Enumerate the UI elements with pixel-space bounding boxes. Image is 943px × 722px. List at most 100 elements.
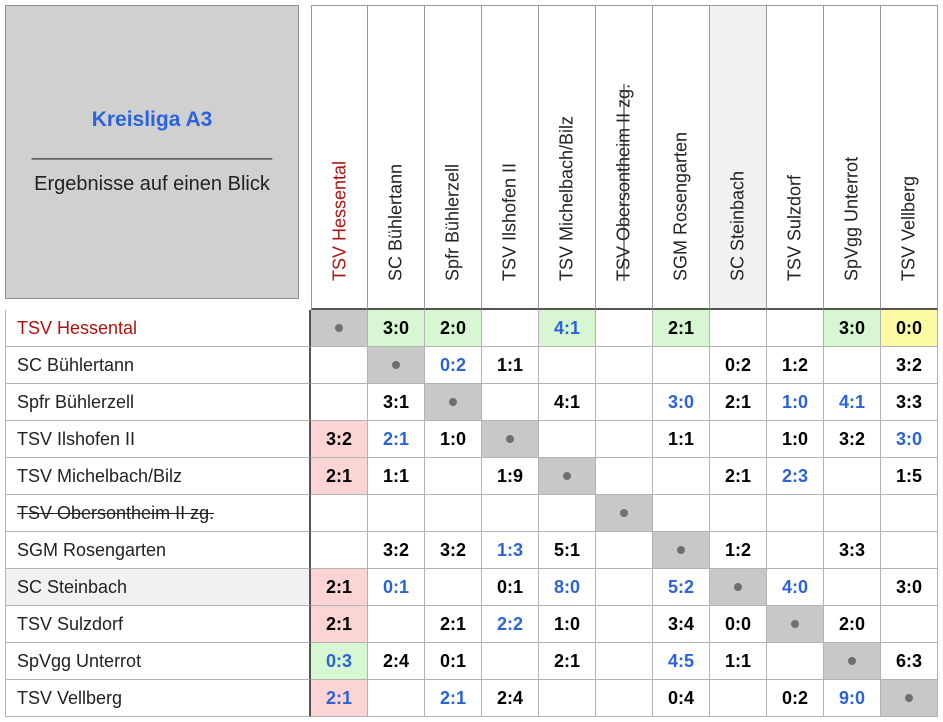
match-score: 2:1 [667, 317, 694, 338]
match-score: 1:1 [724, 650, 751, 671]
result-cell [596, 569, 653, 606]
match-score: 2:1 [325, 613, 352, 634]
match-score: 2:1 [325, 465, 352, 486]
match-score: 0:3 [325, 650, 352, 671]
result-cell: 1:3 [482, 532, 539, 569]
league-title: Kreisliga A3 [91, 108, 213, 131]
result-cell [311, 495, 368, 532]
column-header-label: SpVgg Unterrot [841, 156, 862, 281]
diagonal-dot-icon [620, 509, 628, 517]
result-cell: 1:2 [767, 347, 824, 384]
result-cell: 3:0 [653, 384, 710, 421]
match-score: 2:1 [325, 687, 352, 708]
match-score: 2:3 [781, 465, 808, 486]
match-score: 0:2 [439, 354, 466, 375]
diagonal-dot-icon [734, 583, 742, 591]
result-cell [596, 643, 653, 680]
row-header-tsv-sulzdorf: TSV Sulzdorf [5, 606, 311, 643]
result-cell [881, 606, 938, 643]
league-title-box: Kreisliga A3 ________________________ Er… [5, 5, 299, 299]
diagonal-dot-icon [335, 324, 343, 332]
diagonal-cell [482, 421, 539, 458]
column-header-tsv-hessental: TSV Hessental [311, 5, 368, 310]
result-cell [596, 421, 653, 458]
match-score: 0:0 [895, 317, 922, 338]
result-cell: 3:3 [824, 532, 881, 569]
match-score: 1:1 [382, 465, 409, 486]
match-score: 1:0 [781, 428, 808, 449]
column-header-label: SC Steinbach [727, 170, 748, 281]
row-header-tsv-obersontheim-ii-zg: TSV Obersontheim II zg. [5, 495, 311, 532]
diagonal-cell [311, 310, 368, 347]
diagonal-cell [881, 680, 938, 717]
result-cell: 2:3 [767, 458, 824, 495]
match-score: 9:0 [838, 687, 865, 708]
match-score: 1:0 [553, 613, 580, 634]
match-score: 4:1 [553, 317, 580, 338]
result-cell [653, 347, 710, 384]
result-cell [653, 495, 710, 532]
result-cell: 0:2 [710, 347, 767, 384]
result-cell [425, 495, 482, 532]
result-cell [368, 495, 425, 532]
match-score: 1:2 [724, 539, 751, 560]
diagonal-cell [596, 495, 653, 532]
result-cell [596, 310, 653, 347]
result-cell: 6:3 [881, 643, 938, 680]
result-cell [824, 569, 881, 606]
diagonal-dot-icon [905, 694, 913, 702]
match-score: 1:1 [496, 354, 523, 375]
result-cell: 1:2 [710, 532, 767, 569]
result-cell: 3:2 [368, 532, 425, 569]
result-cell [482, 495, 539, 532]
result-cell [482, 384, 539, 421]
match-score: 3:4 [667, 613, 694, 634]
result-cell: 1:1 [653, 421, 710, 458]
match-score: 3:1 [382, 391, 409, 412]
result-cell: 2:2 [482, 606, 539, 643]
diagonal-cell [368, 347, 425, 384]
match-score: 2:1 [325, 576, 352, 597]
result-cell [824, 347, 881, 384]
diagonal-dot-icon [506, 435, 514, 443]
result-cell: 0:1 [368, 569, 425, 606]
result-cell: 2:1 [425, 680, 482, 717]
match-score: 0:2 [781, 687, 808, 708]
result-cell [596, 532, 653, 569]
column-header-label: SGM Rosengarten [670, 131, 691, 281]
match-score: 0:2 [724, 354, 751, 375]
result-cell: 3:1 [368, 384, 425, 421]
diagonal-dot-icon [848, 657, 856, 665]
result-cell: 0:1 [425, 643, 482, 680]
result-cell [539, 347, 596, 384]
result-cell [368, 680, 425, 717]
match-score: 2:1 [439, 613, 466, 634]
match-score: 3:3 [895, 391, 922, 412]
result-cell: 0:1 [482, 569, 539, 606]
match-score: 3:2 [895, 354, 922, 375]
column-header-tsv-sulzdorf: TSV Sulzdorf [767, 5, 824, 310]
column-header-tsv-obersontheim-ii-zg: TSV Obersontheim II zg. [596, 5, 653, 310]
result-cell: 2:1 [311, 458, 368, 495]
result-cell [311, 532, 368, 569]
result-cell: 0:4 [653, 680, 710, 717]
match-score: 0:4 [667, 687, 694, 708]
diagonal-cell [539, 458, 596, 495]
match-score: 3:0 [838, 317, 865, 338]
title-divider: ________________________ [31, 140, 273, 160]
match-score: 4:1 [553, 391, 580, 412]
result-cell: 3:2 [881, 347, 938, 384]
column-header-label: TSV Ilshofen II [499, 162, 520, 281]
result-cell [767, 310, 824, 347]
match-score: 1:9 [496, 465, 523, 486]
row-header-tsv-michelbach-bilz: TSV Michelbach/Bilz [5, 458, 311, 495]
result-cell: 0:3 [311, 643, 368, 680]
result-cell: 2:0 [824, 606, 881, 643]
result-cell [824, 495, 881, 532]
result-cell: 4:1 [539, 310, 596, 347]
match-score: 4:1 [838, 391, 865, 412]
result-cell: 2:1 [311, 606, 368, 643]
column-header-sc-b-hlertann: SC Bühlertann [368, 5, 425, 310]
result-cell [425, 569, 482, 606]
result-cell: 3:0 [824, 310, 881, 347]
